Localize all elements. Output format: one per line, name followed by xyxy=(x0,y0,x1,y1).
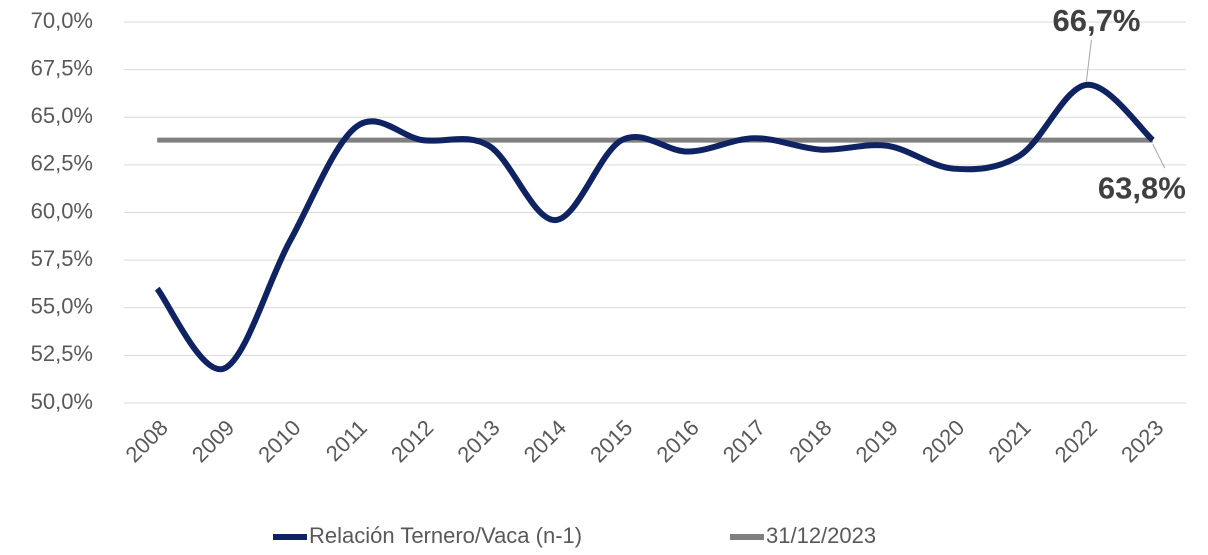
x-tick-label: 2009 xyxy=(187,415,239,467)
x-tick-label: 2017 xyxy=(718,415,770,467)
x-tick-label: 2021 xyxy=(983,415,1035,467)
x-tick-label: 2023 xyxy=(1116,415,1168,467)
x-tick-label: 2020 xyxy=(917,415,969,467)
x-tick-label: 2014 xyxy=(519,415,571,467)
leader-line xyxy=(1152,143,1166,169)
x-tick-label: 2019 xyxy=(851,415,903,467)
y-tick-label: 65,0% xyxy=(31,103,93,128)
data-label: 66,7% xyxy=(1052,3,1140,38)
y-tick-label: 70,0% xyxy=(31,8,93,33)
x-tick-label: 2008 xyxy=(121,415,173,467)
y-tick-label: 52,5% xyxy=(31,341,93,366)
x-tick-label: 2010 xyxy=(253,415,305,467)
line-series xyxy=(154,81,1155,373)
legend-label: 31/12/2023 xyxy=(766,523,876,548)
x-tick-label: 2022 xyxy=(1050,415,1102,467)
x-tick-label: 2018 xyxy=(784,415,836,467)
x-tick-label: 2011 xyxy=(321,415,372,466)
x-tick-label: 2016 xyxy=(652,415,704,467)
x-tick-label: 2015 xyxy=(585,415,637,467)
y-tick-label: 60,0% xyxy=(31,198,93,223)
leader-line xyxy=(1085,39,1092,81)
data-label: 63,8% xyxy=(1098,170,1186,205)
y-tick-label: 67,5% xyxy=(31,55,93,80)
legend-label: Relación Ternero/Vaca (n-1) xyxy=(309,523,582,548)
y-tick-label: 55,0% xyxy=(31,294,93,319)
x-tick-label: 2012 xyxy=(386,415,438,467)
x-tick-label: 2013 xyxy=(452,415,504,467)
y-tick-label: 57,5% xyxy=(31,246,93,271)
y-tick-label: 50,0% xyxy=(31,389,93,414)
y-tick-label: 62,5% xyxy=(31,151,93,176)
